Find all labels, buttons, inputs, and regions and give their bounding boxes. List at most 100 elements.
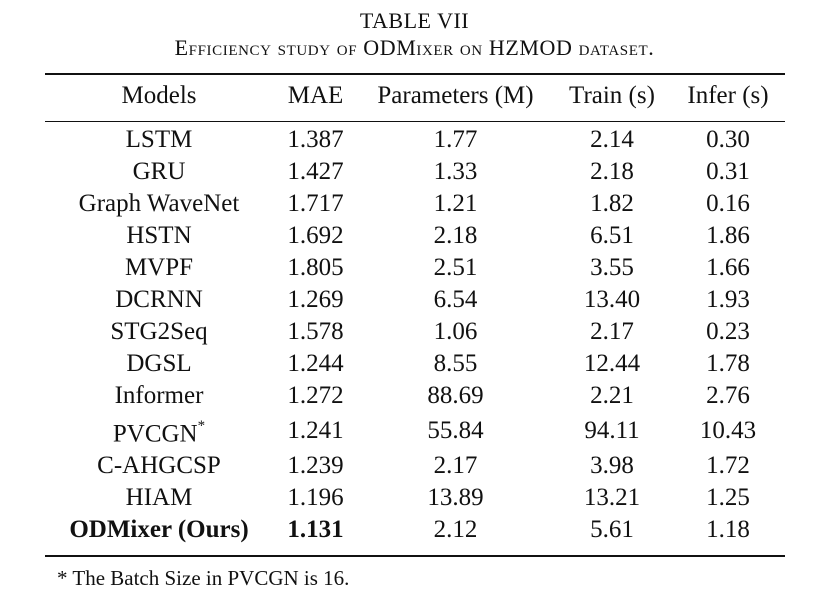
table-row: Informer 1.272 88.69 2.21 2.76 xyxy=(45,380,785,412)
train-cell: 5.61 xyxy=(553,514,671,546)
mae-cell: 1.269 xyxy=(273,284,358,316)
model-value: DCRNN xyxy=(115,286,203,313)
infer-cell: 1.86 xyxy=(671,220,785,252)
mae-cell: 1.241 xyxy=(273,412,358,450)
train-cell: 2.14 xyxy=(553,120,671,156)
header-train: Train (s) xyxy=(569,82,655,109)
mae-cell: 1.272 xyxy=(273,380,358,412)
train-cell: 2.18 xyxy=(553,156,671,188)
parameters-cell: 2.12 xyxy=(358,514,553,546)
infer-cell: 1.18 xyxy=(671,514,785,546)
parameters-value: 1.21 xyxy=(433,190,478,217)
mae-cell: 1.244 xyxy=(273,348,358,380)
model-cell: STG2Seq xyxy=(45,316,273,348)
mae-cell: 1.717 xyxy=(273,188,358,220)
train-value: 2.21 xyxy=(590,382,634,409)
mae-cell: 1.578 xyxy=(273,316,358,348)
model-cell: ODMixer (Ours) xyxy=(45,514,273,546)
table-row: HSTN 1.692 2.18 6.51 1.86 xyxy=(45,220,785,252)
model-value: HIAM xyxy=(125,484,193,512)
header-row: Models MAE Parameters (M) Train (s) Infe… xyxy=(45,80,785,120)
model-cell: C-AHGCSP xyxy=(45,450,273,482)
model-value: PVCGN xyxy=(112,420,198,448)
train-cell: 13.21 xyxy=(553,482,671,514)
mae-cell: 1.239 xyxy=(273,450,358,482)
train-cell: 2.21 xyxy=(553,380,671,412)
table-row: STG2Seq 1.578 1.06 2.17 0.23 xyxy=(45,316,785,348)
infer-cell: 1.78 xyxy=(671,348,785,380)
train-cell: 12.44 xyxy=(553,348,671,380)
model-cell: DCRNN xyxy=(45,284,273,316)
infer-value: 1.66 xyxy=(706,254,750,281)
infer-value: 0.16 xyxy=(706,190,750,217)
parameters-cell: 55.84 xyxy=(358,412,553,450)
footnote-mark: * xyxy=(197,418,206,434)
train-value: 94.11 xyxy=(584,417,640,445)
infer-value: 2.76 xyxy=(706,382,750,409)
parameters-value: 1.06 xyxy=(433,318,478,345)
table-number: TABLE VII xyxy=(359,8,470,33)
model-cell: Graph WaveNet xyxy=(45,188,273,220)
model-cell: HSTN xyxy=(45,220,273,252)
parameters-value: 1.77 xyxy=(433,126,478,153)
train-value: 5.61 xyxy=(590,516,634,544)
infer-cell: 1.72 xyxy=(671,450,785,482)
table-row: ODMixer (Ours) 1.131 2.12 5.61 1.18 xyxy=(45,514,785,546)
infer-cell: 1.93 xyxy=(671,284,785,316)
model-cell: DGSL xyxy=(45,348,273,380)
parameters-cell: 1.33 xyxy=(358,156,553,188)
train-value: 2.14 xyxy=(590,126,634,153)
model-cell: LSTM xyxy=(45,120,273,156)
mae-value: 1.131 xyxy=(287,516,344,544)
train-value: 3.55 xyxy=(590,254,634,281)
mae-value: 1.387 xyxy=(287,126,344,153)
model-value: Graph WaveNet xyxy=(78,190,240,217)
table-row: PVCGN* 1.241 55.84 94.11 10.43 xyxy=(45,412,785,450)
infer-value: 1.78 xyxy=(706,350,750,377)
header-parameters: Parameters (M) xyxy=(377,82,534,109)
mae-cell: 1.692 xyxy=(273,220,358,252)
mae-value: 1.244 xyxy=(287,350,344,377)
parameters-value: 1.33 xyxy=(433,158,478,185)
parameters-cell: 2.17 xyxy=(358,450,553,482)
model-value: MVPF xyxy=(124,254,194,281)
table-row: MVPF 1.805 2.51 3.55 1.66 xyxy=(45,252,785,284)
parameters-value: 55.84 xyxy=(427,417,484,445)
train-cell: 2.17 xyxy=(553,316,671,348)
train-cell: 94.11 xyxy=(553,412,671,450)
infer-value: 0.31 xyxy=(706,158,750,185)
train-cell: 1.82 xyxy=(553,188,671,220)
mae-value: 1.692 xyxy=(287,222,344,249)
parameters-value: 13.89 xyxy=(427,484,484,512)
table-body: LSTM 1.387 1.77 2.14 0.30 GRU 1.427 1.33 2.18 0.3… xyxy=(45,120,785,546)
header-models: Models xyxy=(121,82,197,109)
model-cell: GRU xyxy=(45,156,273,188)
mae-cell: 1.805 xyxy=(273,252,358,284)
model-cell: PVCGN* xyxy=(45,412,273,450)
parameters-cell: 1.77 xyxy=(358,120,553,156)
parameters-cell: 8.55 xyxy=(358,348,553,380)
train-value: 3.98 xyxy=(590,452,634,480)
infer-value: 1.72 xyxy=(706,452,750,480)
parameters-value: 2.18 xyxy=(433,222,478,249)
model-value: GRU xyxy=(132,158,186,185)
infer-cell: 1.66 xyxy=(671,252,785,284)
infer-value: 10.43 xyxy=(699,417,757,445)
infer-value: 1.86 xyxy=(706,222,750,249)
mae-value: 1.427 xyxy=(287,158,344,185)
bottom-rule xyxy=(45,555,785,557)
train-cell: 3.98 xyxy=(553,450,671,482)
model-cell: MVPF xyxy=(45,252,273,284)
table-row: LSTM 1.387 1.77 2.14 0.30 xyxy=(45,120,785,156)
train-value: 2.17 xyxy=(590,318,634,345)
top-rule xyxy=(45,73,785,75)
infer-cell: 2.76 xyxy=(671,380,785,412)
model-value: Informer xyxy=(114,382,204,409)
table-caption: Efficiency study of ODMixer on HZMOD dat… xyxy=(174,35,655,60)
table-row: GRU 1.427 1.33 2.18 0.31 xyxy=(45,156,785,188)
parameters-value: 2.17 xyxy=(433,452,478,480)
train-value: 2.18 xyxy=(590,158,634,185)
mae-value: 1.241 xyxy=(287,417,344,445)
parameters-cell: 88.69 xyxy=(358,380,553,412)
infer-cell: 1.25 xyxy=(671,482,785,514)
